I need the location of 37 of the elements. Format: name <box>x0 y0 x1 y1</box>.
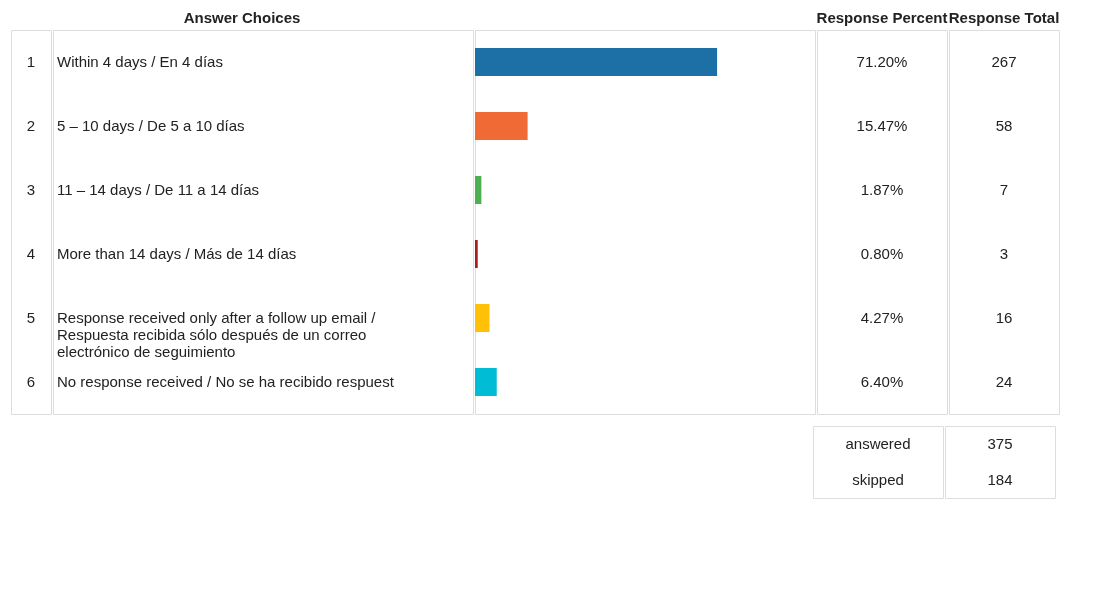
data-label: 6.40% <box>860 373 904 390</box>
text: 7 <box>999 181 1009 198</box>
y-tick-label: Response received only after a follow up email / Respuesta recibida sólo después de un correo electrónico de seguimiento <box>57 309 377 360</box>
text: 6 <box>26 373 36 390</box>
text: 267 <box>991 53 1017 70</box>
text: Response Total <box>948 9 1060 26</box>
y-tick-label: 5 – 10 days / De 5 a 10 días <box>57 117 245 134</box>
bar <box>475 368 497 396</box>
text: 5 <box>26 309 36 326</box>
data-label: 4.27% <box>860 309 904 326</box>
text: 4 <box>26 245 36 262</box>
bar <box>475 304 490 332</box>
text: Response Percent <box>816 9 948 26</box>
text: 16 <box>995 309 1013 326</box>
data-label: 71.20% <box>856 53 908 70</box>
data-label: 1.87% <box>860 181 904 198</box>
bar <box>475 48 718 76</box>
text: 3 <box>999 245 1009 262</box>
text: 1 <box>26 53 36 70</box>
text: answered <box>845 435 911 452</box>
bar <box>475 240 478 268</box>
y-tick-label: More than 14 days / Más de 14 días <box>57 245 297 262</box>
y-tick-label: No response received / No se ha recibido respuest <box>57 373 395 390</box>
text: 3 <box>26 181 36 198</box>
y-tick-label: Within 4 days / En 4 días <box>57 53 223 70</box>
text: 375 <box>987 435 1013 452</box>
data-label: 0.80% <box>860 245 904 262</box>
text: 184 <box>987 471 1013 488</box>
y-axis-title: Answer Choices <box>183 8 301 26</box>
data-label: 15.47% <box>856 117 908 134</box>
text: 24 <box>995 373 1013 390</box>
text: 2 <box>26 117 36 134</box>
text: skipped <box>852 471 904 488</box>
y-tick-label: 11 – 14 days / De 11 a 14 días <box>57 181 260 198</box>
text: 58 <box>995 117 1013 134</box>
bar <box>475 112 528 140</box>
bar <box>475 176 482 204</box>
